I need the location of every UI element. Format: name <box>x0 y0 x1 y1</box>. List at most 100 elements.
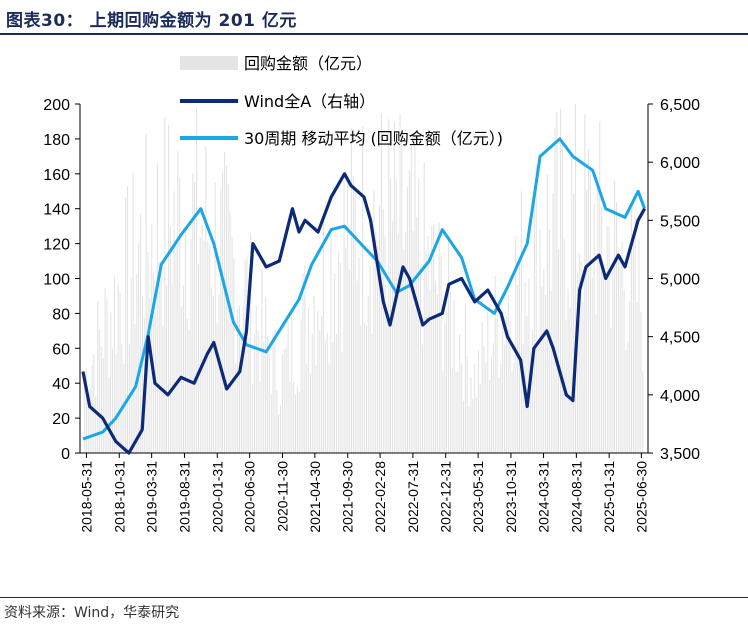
repurchase-bar <box>530 351 532 453</box>
repurchase-bar <box>276 391 278 453</box>
legend-label-bars: 回购金额（亿元） <box>244 54 372 73</box>
repurchase-bar <box>606 226 608 453</box>
repurchase-bar <box>449 291 451 453</box>
repurchase-bar <box>177 151 179 453</box>
repurchase-bar <box>214 182 216 453</box>
repurchase-bar <box>311 334 313 453</box>
repurchase-bar <box>291 311 293 453</box>
repurchase-bar <box>175 241 177 453</box>
repurchase-bar <box>296 386 298 453</box>
repurchase-bar <box>617 251 619 453</box>
repurchase-bar <box>182 285 184 453</box>
repurchase-bar <box>309 373 311 453</box>
repurchase-bar <box>173 191 175 453</box>
repurchase-bar <box>623 289 625 453</box>
left-tick-label: 80 <box>52 306 70 323</box>
repurchase-bar <box>253 334 255 453</box>
repurchase-bar <box>470 377 472 453</box>
repurchase-bar <box>274 328 276 453</box>
repurchase-bar <box>352 176 354 453</box>
repurchase-bar <box>589 171 591 453</box>
repurchase-bar <box>505 316 507 453</box>
repurchase-bar <box>632 241 634 453</box>
repurchase-bar <box>524 281 526 453</box>
left-tick-label: 180 <box>43 132 70 149</box>
left-tick-label: 120 <box>43 237 70 254</box>
repurchase-bar <box>436 294 438 453</box>
repurchase-bar <box>166 285 168 453</box>
repurchase-bar <box>102 358 104 453</box>
repurchase-bar <box>324 340 326 453</box>
repurchase-bar <box>85 368 87 453</box>
repurchase-bar <box>638 239 640 453</box>
repurchase-bar <box>507 295 509 453</box>
repurchase-bar <box>640 312 642 453</box>
right-tick-label: 6,000 <box>660 155 700 172</box>
repurchase-bar <box>481 321 483 453</box>
repurchase-bar <box>190 239 192 453</box>
repurchase-bar <box>438 222 440 453</box>
repurchase-bar <box>220 187 222 453</box>
repurchase-bar <box>627 342 629 453</box>
repurchase-bar <box>483 346 485 453</box>
repurchase-bar <box>543 269 545 453</box>
repurchase-bar <box>533 196 535 453</box>
repurchase-bar <box>229 211 231 453</box>
x-tick-label: 2023-05-31 <box>470 461 486 533</box>
repurchase-bar <box>218 294 220 453</box>
repurchase-bar <box>308 307 310 453</box>
repurchase-bar <box>113 276 115 453</box>
repurchase-bar <box>362 126 364 453</box>
repurchase-bar <box>461 364 463 453</box>
x-tick-label: 2025-01-31 <box>601 461 617 533</box>
repurchase-bar <box>278 414 280 453</box>
repurchase-bar <box>464 303 466 453</box>
repurchase-bar <box>169 225 171 453</box>
x-tick-label: 2019-08-31 <box>176 461 192 533</box>
repurchase-bar <box>612 271 614 453</box>
repurchase-bar <box>634 216 636 453</box>
repurchase-bar <box>498 377 500 453</box>
repurchase-bar <box>522 344 524 453</box>
repurchase-bar <box>317 311 319 453</box>
repurchase-bar <box>584 114 586 453</box>
legend-swatch-bars <box>180 56 238 70</box>
x-tick-label: 2021-04-30 <box>307 461 323 533</box>
repurchase-bar <box>554 128 556 454</box>
footer-rule <box>0 597 748 598</box>
left-tick-label: 0 <box>61 446 70 463</box>
repurchase-bar <box>117 284 119 453</box>
repurchase-bar <box>410 144 412 453</box>
repurchase-bar <box>145 134 147 453</box>
repurchase-bar <box>442 371 444 453</box>
repurchase-bar <box>210 288 212 453</box>
repurchase-bar <box>231 237 233 453</box>
repurchase-bar <box>123 363 125 453</box>
x-tick-label: 2023-10-31 <box>503 461 519 533</box>
repurchase-bar <box>259 381 261 453</box>
repurchase-bar <box>126 186 128 453</box>
repurchase-bar <box>293 381 295 453</box>
repurchase-bar <box>257 330 259 453</box>
repurchase-bar <box>560 108 562 453</box>
repurchase-bar <box>188 329 190 453</box>
repurchase-bar <box>367 295 369 453</box>
repurchase-bar <box>573 193 575 453</box>
repurchase-bar <box>591 277 593 453</box>
repurchase-bar <box>378 205 380 453</box>
repurchase-bar <box>520 191 522 454</box>
repurchase-bar <box>377 246 379 453</box>
repurchase-bar <box>619 254 621 453</box>
repurchase-bar <box>504 344 506 453</box>
repurchase-bar <box>455 372 457 453</box>
left-tick-label: 200 <box>43 97 70 114</box>
repurchase-bar <box>205 146 207 453</box>
repurchase-bar <box>384 236 386 453</box>
repurchase-bar <box>434 280 436 453</box>
repurchase-bar <box>302 273 304 453</box>
repurchase-bar <box>588 149 590 453</box>
repurchase-bar <box>304 265 306 453</box>
repurchase-bar <box>108 377 110 453</box>
repurchase-bar <box>160 261 162 453</box>
repurchase-bar <box>416 217 418 453</box>
